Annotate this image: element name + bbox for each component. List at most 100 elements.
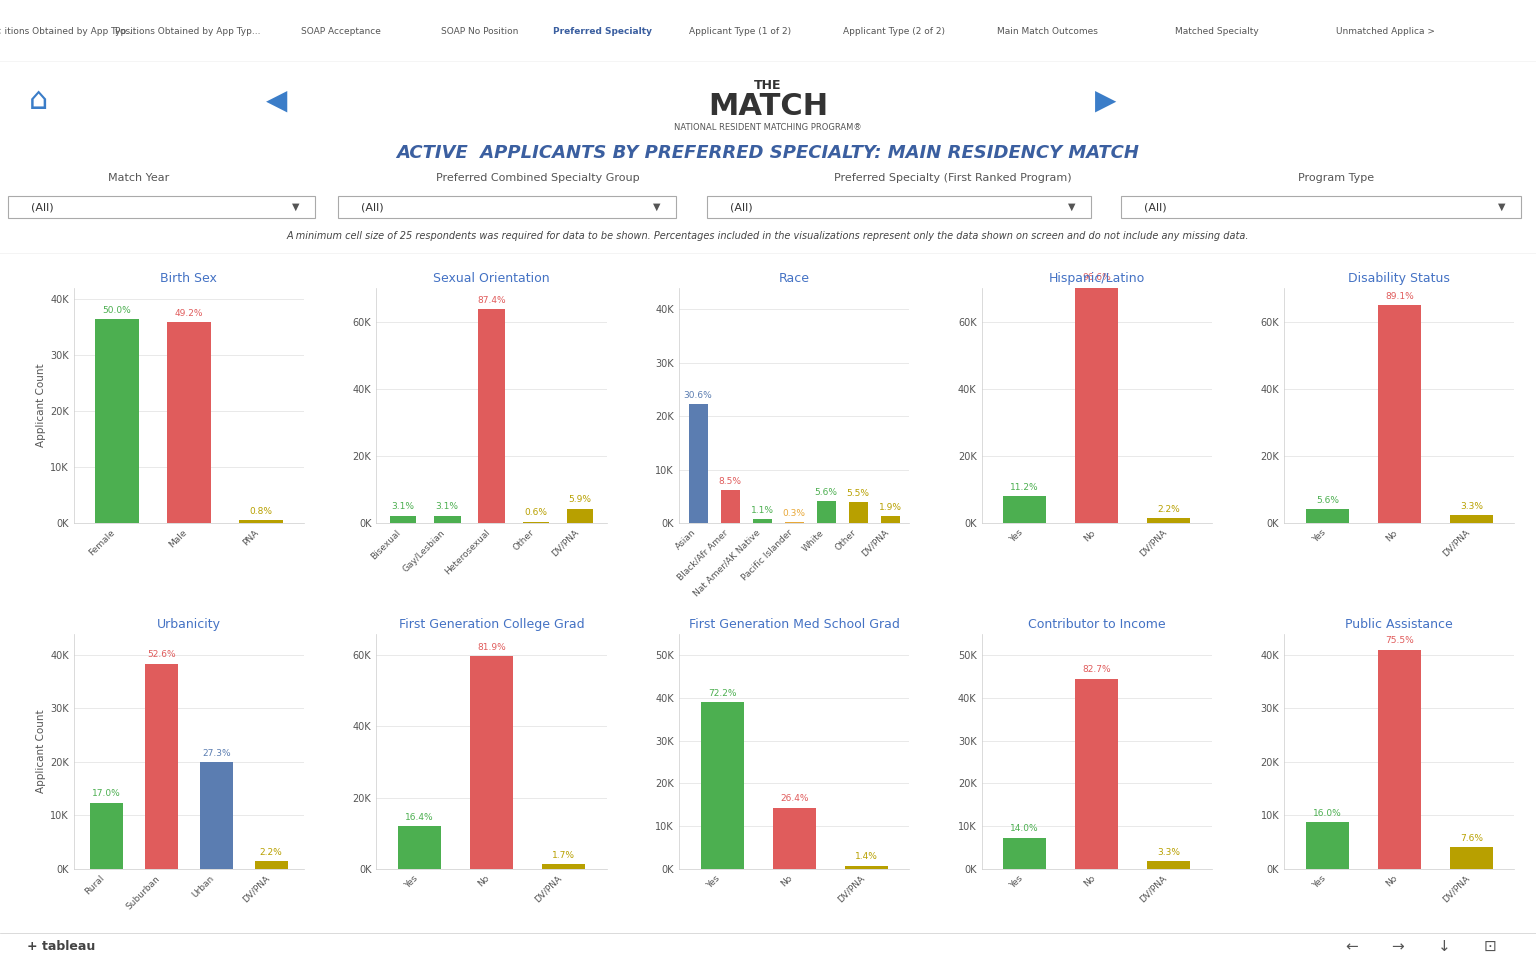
Text: 5.6%: 5.6% [1316,496,1339,505]
Bar [542,864,585,869]
FancyBboxPatch shape [338,196,676,218]
Text: 3.3%: 3.3% [1459,502,1482,511]
Bar [848,502,868,523]
Text: SOAP No Position: SOAP No Position [441,27,518,36]
Bar [1075,287,1118,523]
Text: 5.9%: 5.9% [568,495,591,505]
Title: Race: Race [779,273,809,285]
Bar [522,521,550,523]
Text: 1.9%: 1.9% [879,502,902,512]
Bar [435,516,461,523]
Bar [1378,650,1421,869]
Text: →: → [1392,939,1404,954]
Text: Preferred Specialty (First Ranked Program): Preferred Specialty (First Ranked Progra… [834,173,1071,182]
Text: (All): (All) [361,202,384,212]
Bar [1003,495,1046,523]
Text: 0.3%: 0.3% [783,509,805,517]
Bar [167,323,210,523]
Bar [1147,518,1190,523]
Text: + tableau: + tableau [28,940,95,953]
Text: 14.0%: 14.0% [1011,825,1038,833]
Text: 2.2%: 2.2% [260,848,283,856]
Bar [470,656,513,869]
Text: ▼: ▼ [1498,202,1505,212]
Bar [255,861,287,869]
Text: 52.6%: 52.6% [147,650,175,660]
Bar [390,516,416,523]
Text: 3.1%: 3.1% [436,502,459,512]
Bar [95,319,138,523]
Bar [478,309,505,523]
Text: 1.7%: 1.7% [551,852,574,860]
Text: Match Year: Match Year [108,173,169,182]
Y-axis label: Applicant Count: Applicant Count [35,709,46,793]
Bar [91,803,123,869]
Bar [398,827,441,869]
Text: 30.6%: 30.6% [684,391,713,399]
Text: (All): (All) [31,202,54,212]
Text: 75.5%: 75.5% [1385,636,1413,645]
Bar [688,404,708,523]
Text: Applicant Type (2 of 2): Applicant Type (2 of 2) [843,27,945,36]
Text: ▶: ▶ [1095,86,1117,115]
Title: First Generation College Grad: First Generation College Grad [399,618,584,631]
Text: THE: THE [754,79,782,92]
Text: 7.6%: 7.6% [1459,833,1482,843]
Text: 87.4%: 87.4% [478,296,505,305]
Text: 26.4%: 26.4% [780,795,808,804]
Bar [200,762,233,869]
Title: Urbanicity: Urbanicity [157,618,221,631]
Text: 8.5%: 8.5% [719,477,742,486]
Text: 0.8%: 0.8% [249,507,272,516]
Text: 3.3%: 3.3% [1157,848,1180,857]
Title: Birth Sex: Birth Sex [160,273,218,285]
Text: 11.2%: 11.2% [1011,483,1038,492]
Bar [1378,305,1421,523]
Text: ←: ← [1346,939,1358,954]
Bar [720,490,740,523]
Text: 96.6%: 96.6% [1083,274,1111,282]
Text: 5.5%: 5.5% [846,489,869,497]
Text: NATIONAL RESIDENT MATCHING PROGRAM®: NATIONAL RESIDENT MATCHING PROGRAM® [674,123,862,132]
Y-axis label: Applicant Count: Applicant Count [35,364,46,447]
Text: 27.3%: 27.3% [203,749,230,758]
Text: Positions Obtained by App Typ...: Positions Obtained by App Typ... [115,27,260,36]
Text: (All): (All) [1144,202,1167,212]
Text: A minimum cell size of 25 respondents was required for data to be shown. Percent: A minimum cell size of 25 respondents wa… [287,231,1249,241]
Title: First Generation Med School Grad: First Generation Med School Grad [688,618,900,631]
Bar [567,509,593,523]
Text: 81.9%: 81.9% [478,643,505,652]
Text: 1.4%: 1.4% [854,852,877,861]
Text: Main Match Outcomes: Main Match Outcomes [997,27,1098,36]
Text: < itions Obtained by App Typ...: < itions Obtained by App Typ... [0,27,135,36]
Text: Program Type: Program Type [1298,173,1375,182]
Text: Preferred Specialty: Preferred Specialty [553,27,651,36]
Title: Public Assistance: Public Assistance [1346,618,1453,631]
Title: Disability Status: Disability Status [1349,273,1450,285]
Text: 17.0%: 17.0% [92,789,121,799]
Text: SOAP Acceptance: SOAP Acceptance [301,27,381,36]
Bar [1450,516,1493,523]
Bar [240,520,283,523]
Bar [773,807,816,869]
Text: 16.0%: 16.0% [1313,809,1341,818]
Text: ⊡: ⊡ [1484,939,1496,954]
Bar [785,522,803,523]
Bar [1306,822,1349,869]
Text: ACTIVE  APPLICANTS BY PREFERRED SPECIALTY: MAIN RESIDENCY MATCH: ACTIVE APPLICANTS BY PREFERRED SPECIALTY… [396,144,1140,161]
Bar [1450,847,1493,869]
Bar [845,866,888,869]
Text: MATCH: MATCH [708,92,828,122]
Bar [1003,837,1046,869]
Text: 89.1%: 89.1% [1385,292,1413,300]
Text: 1.1%: 1.1% [751,506,774,515]
Bar [700,702,743,869]
Bar [817,501,836,523]
Text: Preferred Combined Specialty Group: Preferred Combined Specialty Group [436,173,639,182]
FancyBboxPatch shape [1121,196,1521,218]
Bar [1306,510,1349,523]
Text: ▼: ▼ [292,202,300,212]
Text: 16.4%: 16.4% [406,813,433,822]
FancyBboxPatch shape [8,196,315,218]
Text: Unmatched Applica >: Unmatched Applica > [1336,27,1435,36]
